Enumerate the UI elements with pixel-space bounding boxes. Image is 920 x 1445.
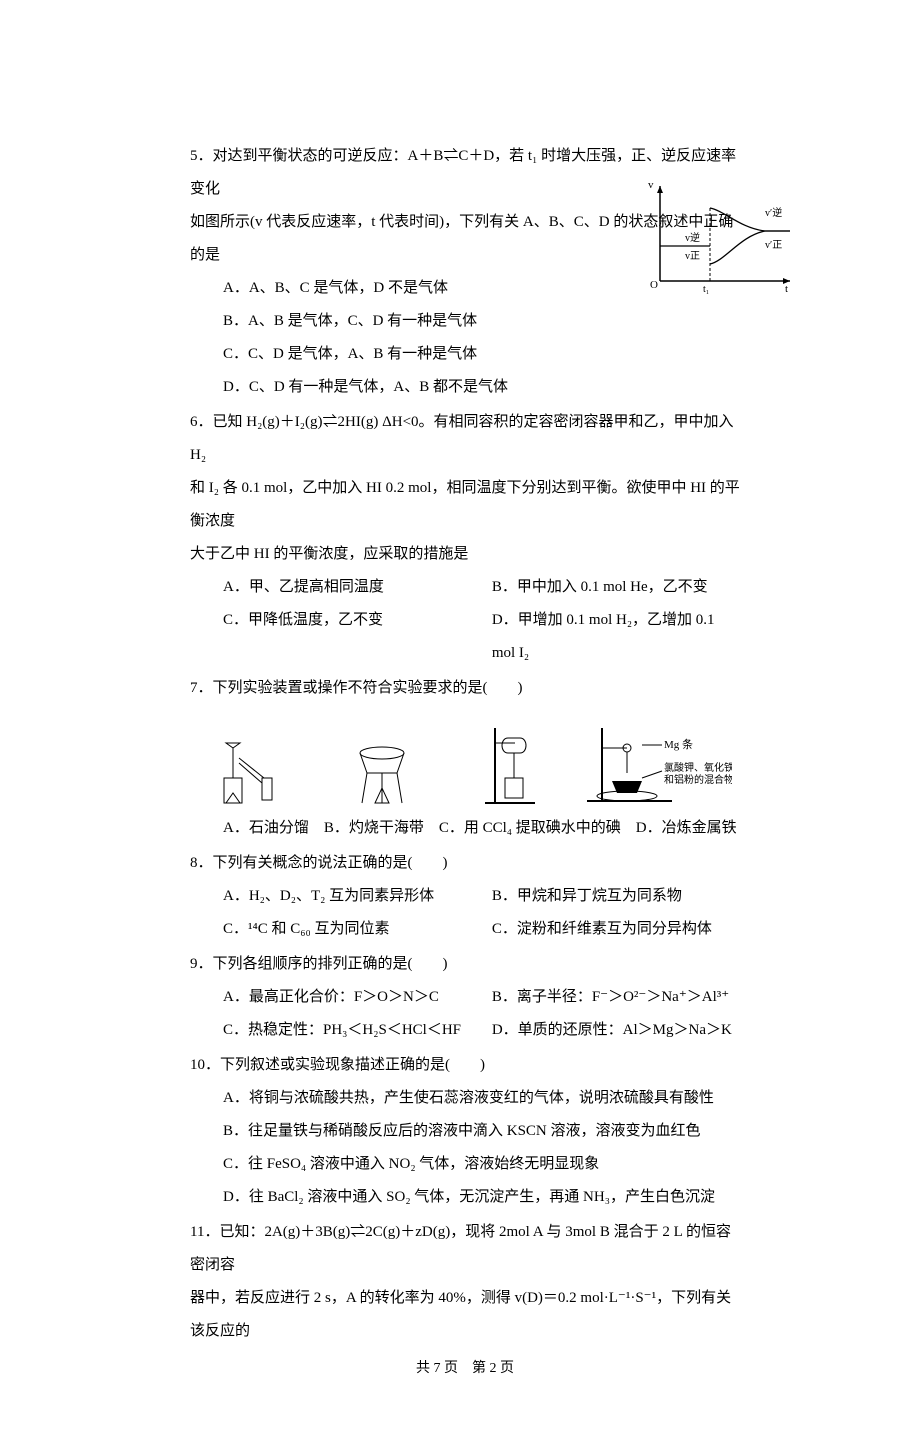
q8-stem: 8．下列有关概念的说法正确的是( ) xyxy=(190,847,740,880)
q7-apparatus-a xyxy=(190,728,318,808)
q10-option-b: B．往足量铁与稀硝酸反应后的溶液中滴入 KSCN 溶液，溶液变为血红色 xyxy=(190,1115,740,1148)
q7-apparatus-b xyxy=(318,728,446,808)
question-6: 6．已知 H₂(g)＋I₂(g)⇌2HI(g) ΔH<0。有相同容积的定容密闭容… xyxy=(190,406,740,670)
q7-mix1-label: 氯酸钾、氧化铁 xyxy=(664,761,732,774)
question-5: 5．对达到平衡状态的可逆反应：A＋B⇌C＋D，若 t₁ 时增大压强，正、逆反应速… xyxy=(190,140,740,404)
q9-option-d: D．单质的还原性：Al＞Mg＞Na＞K xyxy=(492,1014,732,1047)
q10-option-c: C．往 FeSO₄ 溶液中通入 NO₂ 气体，溶液始终无明显现象 xyxy=(190,1148,740,1181)
q6-option-c: C．甲降低温度，乙不变 xyxy=(223,604,492,670)
q5-vfwd2-label: v′正 xyxy=(765,240,782,251)
q6-stem-line1: 6．已知 H₂(g)＋I₂(g)⇌2HI(g) ΔH<0。有相同容积的定容密闭容… xyxy=(190,406,740,472)
q6-stem-line3: 大于乙中 HI 的平衡浓度，应采取的措施是 xyxy=(190,538,740,571)
q7-option-d: D．冶炼金属铁 xyxy=(636,812,737,845)
q7-option-a: A．石油分馏 xyxy=(223,812,309,845)
q5-origin-label: O xyxy=(650,279,658,291)
q5-vfwd-label: v正 xyxy=(685,251,700,262)
q8-option-b: B．甲烷和异丁烷互为同系物 xyxy=(492,880,682,913)
q7-apparatus-row: Mg 条 氯酸钾、氧化铁 和铝粉的混合物 xyxy=(190,705,740,812)
q5-x-label: t xyxy=(785,283,788,295)
q5-graph: O t₁ t v v逆 v正 v′逆 v′正 xyxy=(645,176,795,296)
q6-option-d: D．甲增加 0.1 mol H₂，乙增加 0.1 mol I₂ xyxy=(492,604,740,670)
page-footer: 共 7 页 第 2 页 xyxy=(190,1354,740,1385)
q5-vrev2-label: v′逆 xyxy=(765,206,782,219)
question-7: 7．下列实验装置或操作不符合实验要求的是( ) xyxy=(190,672,740,845)
question-8: 8．下列有关概念的说法正确的是( ) A．H₂、D₂、T₂ 互为同素异形体 B．… xyxy=(190,847,740,946)
question-11: 11．已知：2A(g)＋3B(g)⇌2C(g)＋zD(g)，现将 2mol A … xyxy=(190,1216,740,1348)
q7-option-c: C．用 CCl₄ 提取碘水中的碘 xyxy=(439,812,621,845)
q7-option-b: B．灼烧干海带 xyxy=(324,812,424,845)
q6-option-a: A．甲、乙提高相同温度 xyxy=(223,571,492,604)
q8-option-a: A．H₂、D₂、T₂ 互为同素异形体 xyxy=(223,880,492,913)
q9-option-b: B．离子半径：F⁻＞O²⁻＞Na⁺＞Al³⁺ xyxy=(492,981,729,1014)
q9-option-c: C．热稳定性：PH₃＜H₂S＜HCl＜HF xyxy=(223,1014,492,1047)
q7-apparatus-d: Mg 条 氯酸钾、氧化铁 和铝粉的混合物 xyxy=(574,723,740,808)
q7-mg-label: Mg 条 xyxy=(664,737,693,751)
q6-stem-line2: 和 I₂ 各 0.1 mol，乙中加入 HI 0.2 mol，相同温度下分别达到… xyxy=(190,472,740,538)
q5-option-c: C．C、D 是气体，A、B 有一种是气体 xyxy=(190,338,740,371)
q10-stem: 10．下列叙述或实验现象描述正确的是( ) xyxy=(190,1049,740,1082)
question-9: 9．下列各组顺序的排列正确的是( ) A．最高正化合价：F＞O＞N＞C B．离子… xyxy=(190,948,740,1047)
q9-option-a: A．最高正化合价：F＞O＞N＞C xyxy=(223,981,492,1014)
question-10: 10．下列叙述或实验现象描述正确的是( ) A．将铜与浓硫酸共热，产生使石蕊溶液… xyxy=(190,1049,740,1214)
q5-vrev-label: v逆 xyxy=(685,231,700,244)
q10-option-d: D．往 BaCl₂ 溶液中通入 SO₂ 气体，无沉淀产生，再通 NH₃，产生白色… xyxy=(190,1181,740,1214)
q9-stem: 9．下列各组顺序的排列正确的是( ) xyxy=(190,948,740,981)
q11-stem-line1: 11．已知：2A(g)＋3B(g)⇌2C(g)＋zD(g)，现将 2mol A … xyxy=(190,1216,740,1282)
q8-option-c: C．¹⁴C 和 C₆₀ 互为同位素 xyxy=(223,913,492,946)
q6-option-b: B．甲中加入 0.1 mol He，乙不变 xyxy=(492,571,708,604)
q5-option-b: B．A、B 是气体，C、D 有一种是气体 xyxy=(190,305,740,338)
q7-apparatus-c xyxy=(446,723,574,808)
q7-stem: 7．下列实验装置或操作不符合实验要求的是( ) xyxy=(190,672,740,705)
q8-option-d: C．淀粉和纤维素互为同分异构体 xyxy=(492,913,712,946)
q5-t1-label: t₁ xyxy=(703,284,709,295)
q11-stem-line2: 器中，若反应进行 2 s，A 的转化率为 40%，测得 v(D)＝0.2 mol… xyxy=(190,1282,740,1348)
q10-option-a: A．将铜与浓硫酸共热，产生使石蕊溶液变红的气体，说明浓硫酸具有酸性 xyxy=(190,1082,740,1115)
q7-mix2-label: 和铝粉的混合物 xyxy=(664,773,732,786)
q5-option-d: D．C、D 有一种是气体，A、B 都不是气体 xyxy=(190,371,740,404)
q5-y-label: v xyxy=(648,179,654,191)
